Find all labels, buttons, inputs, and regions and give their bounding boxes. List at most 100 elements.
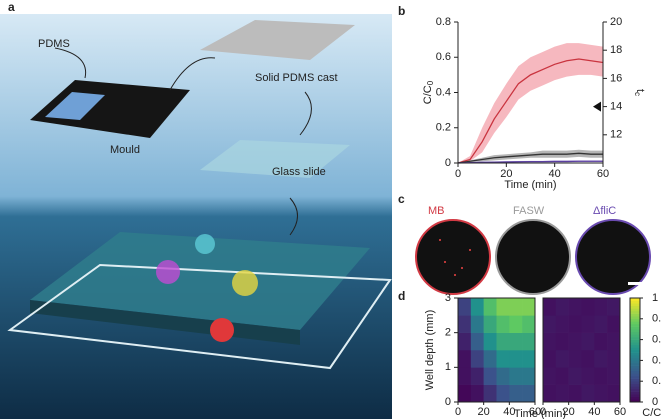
y-tick-label: 0.8	[436, 16, 451, 28]
colorbar-step	[630, 347, 640, 350]
heat-cell	[607, 385, 620, 403]
label-sub: 0	[426, 80, 435, 85]
y-tick-label: 0.2	[436, 122, 451, 134]
heat-cell	[569, 385, 582, 403]
heat-cell	[509, 367, 522, 385]
colorbar-step	[630, 314, 640, 317]
colorbar-step	[630, 368, 640, 371]
colorbar-step	[630, 384, 640, 387]
image-label: MB	[428, 205, 445, 217]
figure: a PDMS Mould Solid PDMS cast Glass slide…	[0, 0, 661, 419]
colorbar-step	[630, 329, 640, 332]
heat-cell	[509, 298, 522, 316]
colorbar-tick-label: 1	[652, 292, 658, 304]
heat-cell	[582, 350, 595, 368]
heat-cell	[607, 298, 620, 316]
heat-cell	[471, 350, 484, 368]
heat-cell	[556, 385, 569, 403]
colorbar-step	[630, 389, 640, 392]
colorbar-step	[630, 306, 640, 309]
colorbar-step	[630, 334, 640, 337]
heat-cell	[607, 367, 620, 385]
micrograph	[496, 220, 570, 294]
y-tick-label: 0	[445, 396, 451, 408]
panel-label: a	[8, 0, 15, 14]
heat-cell	[594, 315, 607, 333]
heat-cell	[607, 350, 620, 368]
threshold-marker	[593, 102, 601, 112]
colorbar-step	[630, 366, 640, 369]
colorbar-tick-label: 0.2	[652, 375, 661, 387]
speck	[469, 249, 471, 251]
heat-cell	[556, 315, 569, 333]
heat-cell	[471, 385, 484, 403]
heat-cell	[582, 367, 595, 385]
heat-cell	[458, 333, 471, 351]
heat-cell	[594, 367, 607, 385]
axis-label: C/C0	[422, 80, 435, 104]
heat-cell	[522, 367, 535, 385]
heat-cell	[522, 298, 535, 316]
x-tick-label: 40	[588, 406, 600, 418]
heat-cell	[497, 315, 510, 333]
colorbar-step	[630, 342, 640, 345]
heat-cell	[497, 350, 510, 368]
colorbar-step	[630, 327, 640, 330]
colorbar-step	[630, 363, 640, 366]
colorbar-step	[630, 350, 640, 353]
colorbar-step	[630, 353, 640, 356]
heat-cell	[509, 350, 522, 368]
colorbar-step	[630, 319, 640, 322]
heat-cell	[522, 385, 535, 403]
x-tick-label: 0	[455, 406, 461, 418]
colorbar-step	[630, 371, 640, 374]
panel-label: b	[398, 4, 405, 18]
heat-cell	[471, 315, 484, 333]
colorbar-tick-label: 0.6	[652, 334, 661, 346]
label-sub: c	[633, 92, 642, 96]
y-tick-label: 0.4	[436, 86, 451, 98]
heat-cell	[484, 315, 497, 333]
heat-cell	[582, 385, 595, 403]
heat-cell	[471, 333, 484, 351]
heat-cell	[607, 315, 620, 333]
colorbar-step	[630, 308, 640, 311]
heat-cell	[594, 350, 607, 368]
x-axis-label: Time (min)	[514, 408, 566, 419]
colorbar-step	[630, 376, 640, 379]
heat-cell	[484, 385, 497, 403]
y2-tick-label: 18	[610, 44, 622, 56]
heat-cell	[458, 350, 471, 368]
scale-bar	[628, 282, 644, 285]
red-well	[210, 318, 234, 342]
heat-cell	[543, 298, 556, 316]
heat-cell	[594, 385, 607, 403]
x-tick-label: 60	[597, 168, 609, 180]
heat-cell	[569, 367, 582, 385]
heat-cell	[556, 298, 569, 316]
heat-cell	[569, 298, 582, 316]
heat-cell	[582, 333, 595, 351]
colorbar-step	[630, 355, 640, 358]
heat-cell	[497, 385, 510, 403]
colorbar-step	[630, 392, 640, 395]
heat-cell	[594, 333, 607, 351]
heat-cell	[458, 385, 471, 403]
label-cast: Solid PDMS cast	[255, 72, 338, 84]
colorbar-step	[630, 337, 640, 340]
heat-cell	[509, 385, 522, 403]
heat-cell	[594, 298, 607, 316]
colorbar-step	[630, 311, 640, 314]
y2-tick-label: 12	[610, 129, 622, 141]
label-slide: Glass slide	[272, 166, 326, 178]
colorbar-step	[630, 301, 640, 304]
panel-label: d	[398, 289, 405, 303]
heat-cell	[543, 315, 556, 333]
heat-cell	[497, 333, 510, 351]
heat-cell	[484, 367, 497, 385]
purple-well	[156, 260, 180, 284]
x-tick-label: 60	[614, 406, 626, 418]
y2-tick-label: 16	[610, 72, 622, 84]
heat-cell	[471, 367, 484, 385]
heat-cell	[543, 385, 556, 403]
